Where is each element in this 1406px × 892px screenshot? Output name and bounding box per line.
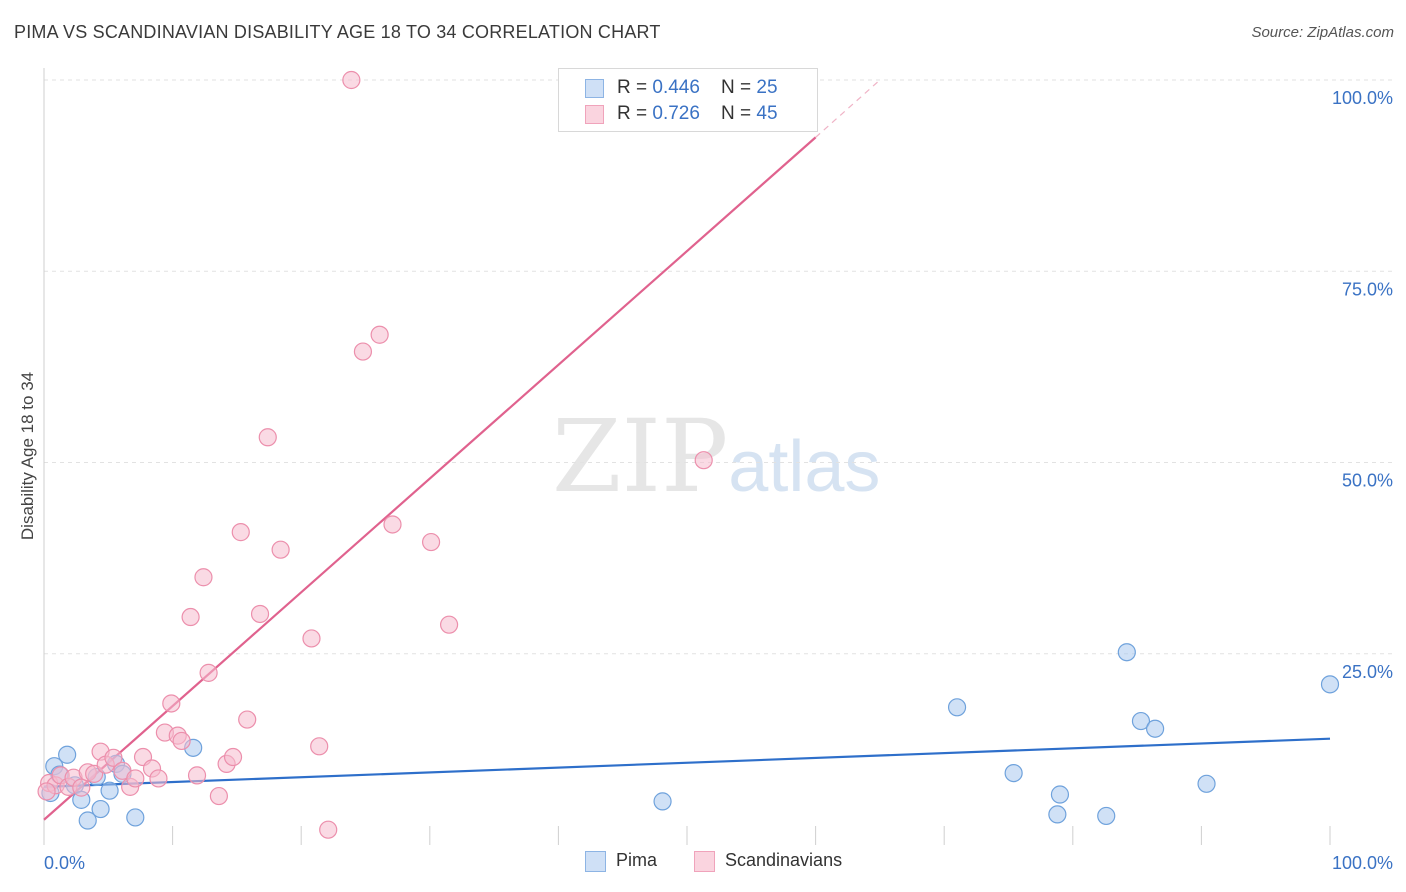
- scandinavian-point: [149, 769, 168, 788]
- scandinavian-point: [370, 325, 389, 344]
- legend-item-pima[interactable]: Pima: [585, 850, 657, 872]
- scandinavian-trend-extension: [815, 79, 881, 138]
- pima-point: [1146, 719, 1165, 738]
- scandinavian-point: [199, 663, 218, 682]
- r-value: 0.446: [652, 77, 700, 98]
- n-label: N =: [721, 77, 757, 98]
- legend-label: Pima: [616, 850, 658, 870]
- scandinavian-point: [250, 604, 270, 624]
- scandinavian-point: [231, 523, 250, 542]
- axes: [43, 68, 1331, 845]
- scandinavian-point: [172, 731, 191, 751]
- zipatlas-watermark: ZIPatlas: [552, 398, 880, 515]
- scandinavian-point: [342, 70, 361, 90]
- y-tick-label: 100.0%: [1332, 88, 1393, 108]
- pima-trend-line: [43, 737, 1331, 788]
- scandinavian-point: [126, 769, 145, 788]
- scandinavian-point: [104, 748, 123, 767]
- y-tick-label: 75.0%: [1342, 279, 1393, 299]
- pima-point: [1131, 711, 1151, 731]
- scandinavian-point: [162, 694, 181, 713]
- scandinavian-point: [302, 629, 321, 648]
- scandinavian-point: [310, 737, 329, 756]
- scandinavian-trend-line: [43, 136, 817, 821]
- n-value: 45: [756, 103, 778, 124]
- pima-point: [91, 799, 110, 819]
- pima-point: [1004, 763, 1023, 783]
- r-label: R =: [617, 77, 653, 98]
- y-tick-label: 25.0%: [1342, 662, 1393, 682]
- pima-point: [100, 781, 119, 800]
- legend-text-scandinavians: R = 0.726 N = 45: [617, 103, 778, 125]
- r-label: R =: [617, 103, 653, 124]
- pima-point: [653, 792, 672, 811]
- scandinavian-point: [187, 766, 207, 785]
- scandinavian-point: [72, 778, 91, 797]
- pima-point: [1050, 785, 1070, 804]
- pima-point: [126, 808, 145, 827]
- pima-point: [1097, 806, 1116, 826]
- scandinavian-point: [353, 342, 373, 361]
- legend-label: Scandinavians: [725, 850, 843, 870]
- y-axis-label: Disability Age 18 to 34: [18, 371, 37, 541]
- legend-item-scandinavians[interactable]: Scandinavians: [694, 850, 842, 872]
- legend-swatch-pima: [585, 79, 604, 98]
- pima-point: [1197, 774, 1216, 793]
- tick-labels: 100.0% 75.0% 50.0% 25.0% 0.0% 100.0%: [44, 88, 1393, 873]
- chart-title: PIMA VS SCANDINAVIAN DISABILITY AGE 18 T…: [14, 22, 661, 42]
- x-tick-label: 0.0%: [44, 853, 85, 873]
- grid-lines: [44, 79, 1394, 655]
- scandinavian-point: [319, 820, 338, 839]
- x-tick-label: 100.0%: [1332, 853, 1393, 873]
- scandinavian-point: [181, 607, 200, 627]
- scandinavian-point: [383, 515, 402, 534]
- scandinavian-point: [439, 615, 459, 634]
- scandinavian-point: [194, 568, 213, 587]
- legend-text-pima: R = 0.446 N = 25: [617, 77, 778, 99]
- scandinavian-point: [271, 540, 290, 559]
- pima-point: [1320, 675, 1340, 694]
- source-label[interactable]: Source: ZipAtlas.com: [1251, 24, 1394, 41]
- scandinavian-point: [209, 786, 228, 806]
- data-points: [37, 70, 1340, 839]
- legend-swatch: [585, 850, 606, 872]
- r-value: 0.726: [652, 103, 700, 124]
- scandinavian-point: [694, 451, 713, 470]
- n-value: 25: [756, 77, 778, 98]
- trend-lines: [43, 79, 1331, 821]
- legend-swatch: [694, 850, 715, 872]
- scandinavian-point: [223, 747, 243, 767]
- correlation-legend: R = 0.446 N = 25 R = 0.726 N = 45: [558, 68, 818, 132]
- n-label: N =: [721, 103, 757, 124]
- pima-point: [58, 745, 77, 764]
- pima-point: [1117, 643, 1136, 662]
- pima-point: [78, 811, 97, 830]
- scandinavian-point: [421, 532, 441, 552]
- watermark-atlas: atlas: [728, 427, 881, 507]
- legend-swatch-scandinavians: [585, 105, 604, 124]
- pima-point: [1048, 805, 1067, 824]
- scandinavian-point: [238, 710, 257, 729]
- scandinavian-point: [37, 782, 56, 801]
- pima-point: [947, 698, 967, 717]
- y-tick-label: 50.0%: [1342, 471, 1393, 491]
- scandinavian-point: [258, 428, 277, 447]
